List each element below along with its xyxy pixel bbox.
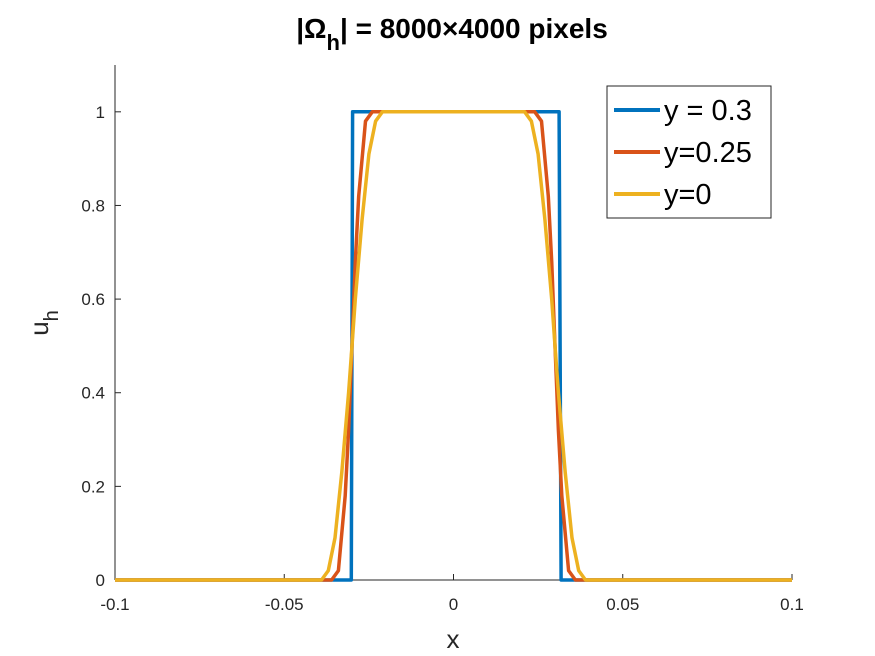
legend: y = 0.3 y=0.25 y=0 <box>606 85 772 219</box>
y-tick-label: 0.6 <box>81 290 105 309</box>
legend-label-3: y=0 <box>664 179 712 211</box>
y-tick-label: 0.8 <box>81 196 105 215</box>
plot-lines <box>115 110 792 582</box>
x-tick-label: -0.1 <box>100 595 129 614</box>
x-tick-label: 0.05 <box>606 595 639 614</box>
chart-title: |Ωh| = 8000×4000 pixels <box>296 13 608 55</box>
y-axis-label: uh <box>24 310 63 336</box>
legend-label-1: y = 0.3 <box>664 95 752 127</box>
x-tick-label: 0 <box>449 595 458 614</box>
y-tick-label: 0.2 <box>81 477 105 496</box>
x-tick-label: -0.05 <box>265 595 304 614</box>
series-line-3 <box>115 110 792 582</box>
y-tick-label: 0 <box>96 571 105 590</box>
ticks: -0.1 -0.05 0 0.05 0.1 0 0.2 0.4 0.6 0.8 1 <box>81 103 803 614</box>
y-tick-label: 1 <box>96 103 105 122</box>
legend-label-2: y=0.25 <box>664 137 752 169</box>
x-tick-label: 0.1 <box>780 595 804 614</box>
y-tick-label: 0.4 <box>81 384 105 403</box>
x-axis-label: x <box>447 624 460 654</box>
